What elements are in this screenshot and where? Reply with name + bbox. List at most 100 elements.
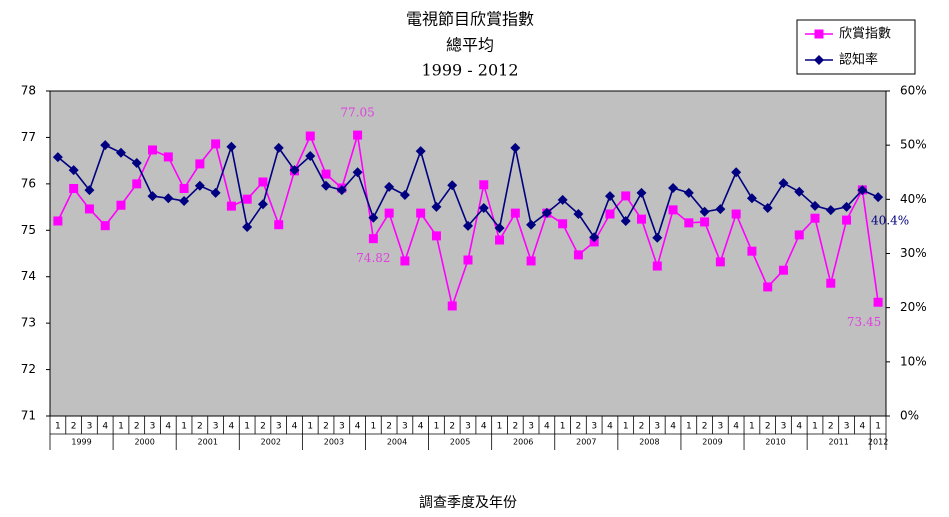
y-tick-label: 71 bbox=[21, 409, 36, 423]
point bbox=[226, 201, 236, 211]
point bbox=[273, 142, 284, 153]
y-tick-label: 77 bbox=[21, 130, 36, 144]
x-tick-label: 1 bbox=[244, 422, 250, 432]
y-tick-label: 76 bbox=[21, 176, 36, 190]
point bbox=[558, 219, 568, 229]
point bbox=[447, 301, 457, 311]
point bbox=[305, 151, 316, 161]
point bbox=[668, 182, 679, 193]
x-tick-label: 4 bbox=[229, 422, 235, 432]
point bbox=[384, 181, 395, 192]
x-tick-label: 1 bbox=[307, 422, 313, 432]
plot-area bbox=[49, 90, 887, 417]
x-tick-label: 3 bbox=[276, 422, 282, 432]
point bbox=[778, 178, 789, 189]
point bbox=[478, 203, 489, 213]
x-tick-label: 3 bbox=[402, 422, 408, 432]
point bbox=[684, 218, 694, 228]
chart-subtitle: 1999 - 2012 bbox=[421, 61, 518, 80]
chart-subtitle: 總平均 bbox=[446, 36, 494, 55]
point bbox=[857, 185, 868, 196]
point bbox=[242, 194, 252, 204]
x-tick-label: 4 bbox=[859, 422, 865, 432]
point bbox=[495, 235, 505, 245]
point bbox=[147, 191, 158, 202]
y-tick-label: 73 bbox=[21, 316, 36, 330]
y2-tick-label: 10% bbox=[900, 354, 927, 368]
point bbox=[321, 180, 332, 191]
point bbox=[353, 130, 363, 140]
x-tick-label: 1 bbox=[434, 422, 440, 432]
point bbox=[132, 179, 142, 189]
x-tick-label: 4 bbox=[355, 422, 361, 432]
x-tick-label: 2 bbox=[260, 422, 266, 432]
point bbox=[400, 256, 410, 266]
point bbox=[700, 217, 710, 227]
point bbox=[289, 165, 300, 176]
year-label: 2004 bbox=[387, 438, 407, 447]
point bbox=[636, 187, 647, 198]
year-label: 2007 bbox=[576, 438, 596, 447]
point bbox=[179, 184, 189, 193]
point bbox=[415, 146, 426, 157]
x-tick-label: 1 bbox=[812, 422, 818, 432]
x-tick-label: 1 bbox=[560, 422, 566, 432]
point bbox=[731, 209, 741, 219]
x-tick-label: 2 bbox=[639, 422, 645, 432]
point bbox=[384, 208, 394, 218]
year-label: 1999 bbox=[71, 438, 91, 447]
x-tick-label: 3 bbox=[654, 422, 660, 432]
x-tick-label: 4 bbox=[102, 422, 108, 432]
point bbox=[762, 203, 773, 213]
point bbox=[274, 220, 284, 230]
point bbox=[463, 255, 473, 265]
point bbox=[479, 180, 489, 190]
year-label: 2012 bbox=[868, 438, 888, 447]
x-tick-label: 2 bbox=[702, 422, 708, 432]
x-tick-label: 2 bbox=[71, 422, 77, 432]
point bbox=[541, 207, 552, 218]
point bbox=[100, 221, 110, 231]
point bbox=[84, 204, 94, 214]
x-tick-label: 4 bbox=[544, 422, 550, 432]
x-tick-label: 4 bbox=[165, 422, 171, 432]
y2-tick-label: 40% bbox=[900, 192, 927, 206]
legend-marker bbox=[814, 29, 824, 39]
point bbox=[69, 184, 79, 193]
point bbox=[715, 204, 726, 215]
x-tick-label: 3 bbox=[213, 422, 219, 432]
point bbox=[573, 208, 584, 219]
x-tick-label: 1 bbox=[875, 422, 881, 432]
x-tick-label: 3 bbox=[465, 422, 471, 432]
x-tick-label: 4 bbox=[796, 422, 802, 432]
point bbox=[526, 256, 536, 266]
point bbox=[494, 223, 505, 234]
y-tick-label: 75 bbox=[21, 223, 36, 237]
point bbox=[652, 261, 662, 271]
point bbox=[131, 158, 142, 169]
year-label: 2008 bbox=[639, 438, 659, 447]
point bbox=[210, 187, 221, 198]
point bbox=[699, 206, 710, 217]
x-tick-label: 3 bbox=[528, 422, 534, 432]
x-axis-title: 調查季度及年份 bbox=[419, 495, 517, 511]
point bbox=[431, 201, 442, 212]
data-label: 40.4% bbox=[871, 214, 909, 228]
point bbox=[825, 205, 836, 216]
x-tick-label: 2 bbox=[386, 422, 392, 432]
point bbox=[226, 141, 237, 152]
point bbox=[115, 147, 126, 158]
x-tick-label: 3 bbox=[844, 422, 850, 432]
point bbox=[778, 265, 788, 275]
data-label: 73.45 bbox=[847, 315, 881, 329]
point bbox=[526, 219, 537, 230]
point bbox=[589, 232, 600, 243]
point bbox=[652, 232, 663, 243]
point bbox=[463, 220, 473, 231]
chart-title: 電視節目欣賞指數 bbox=[406, 10, 534, 29]
point bbox=[747, 246, 757, 256]
point bbox=[621, 191, 631, 201]
point bbox=[731, 167, 742, 178]
x-tick-label: 1 bbox=[497, 422, 503, 432]
